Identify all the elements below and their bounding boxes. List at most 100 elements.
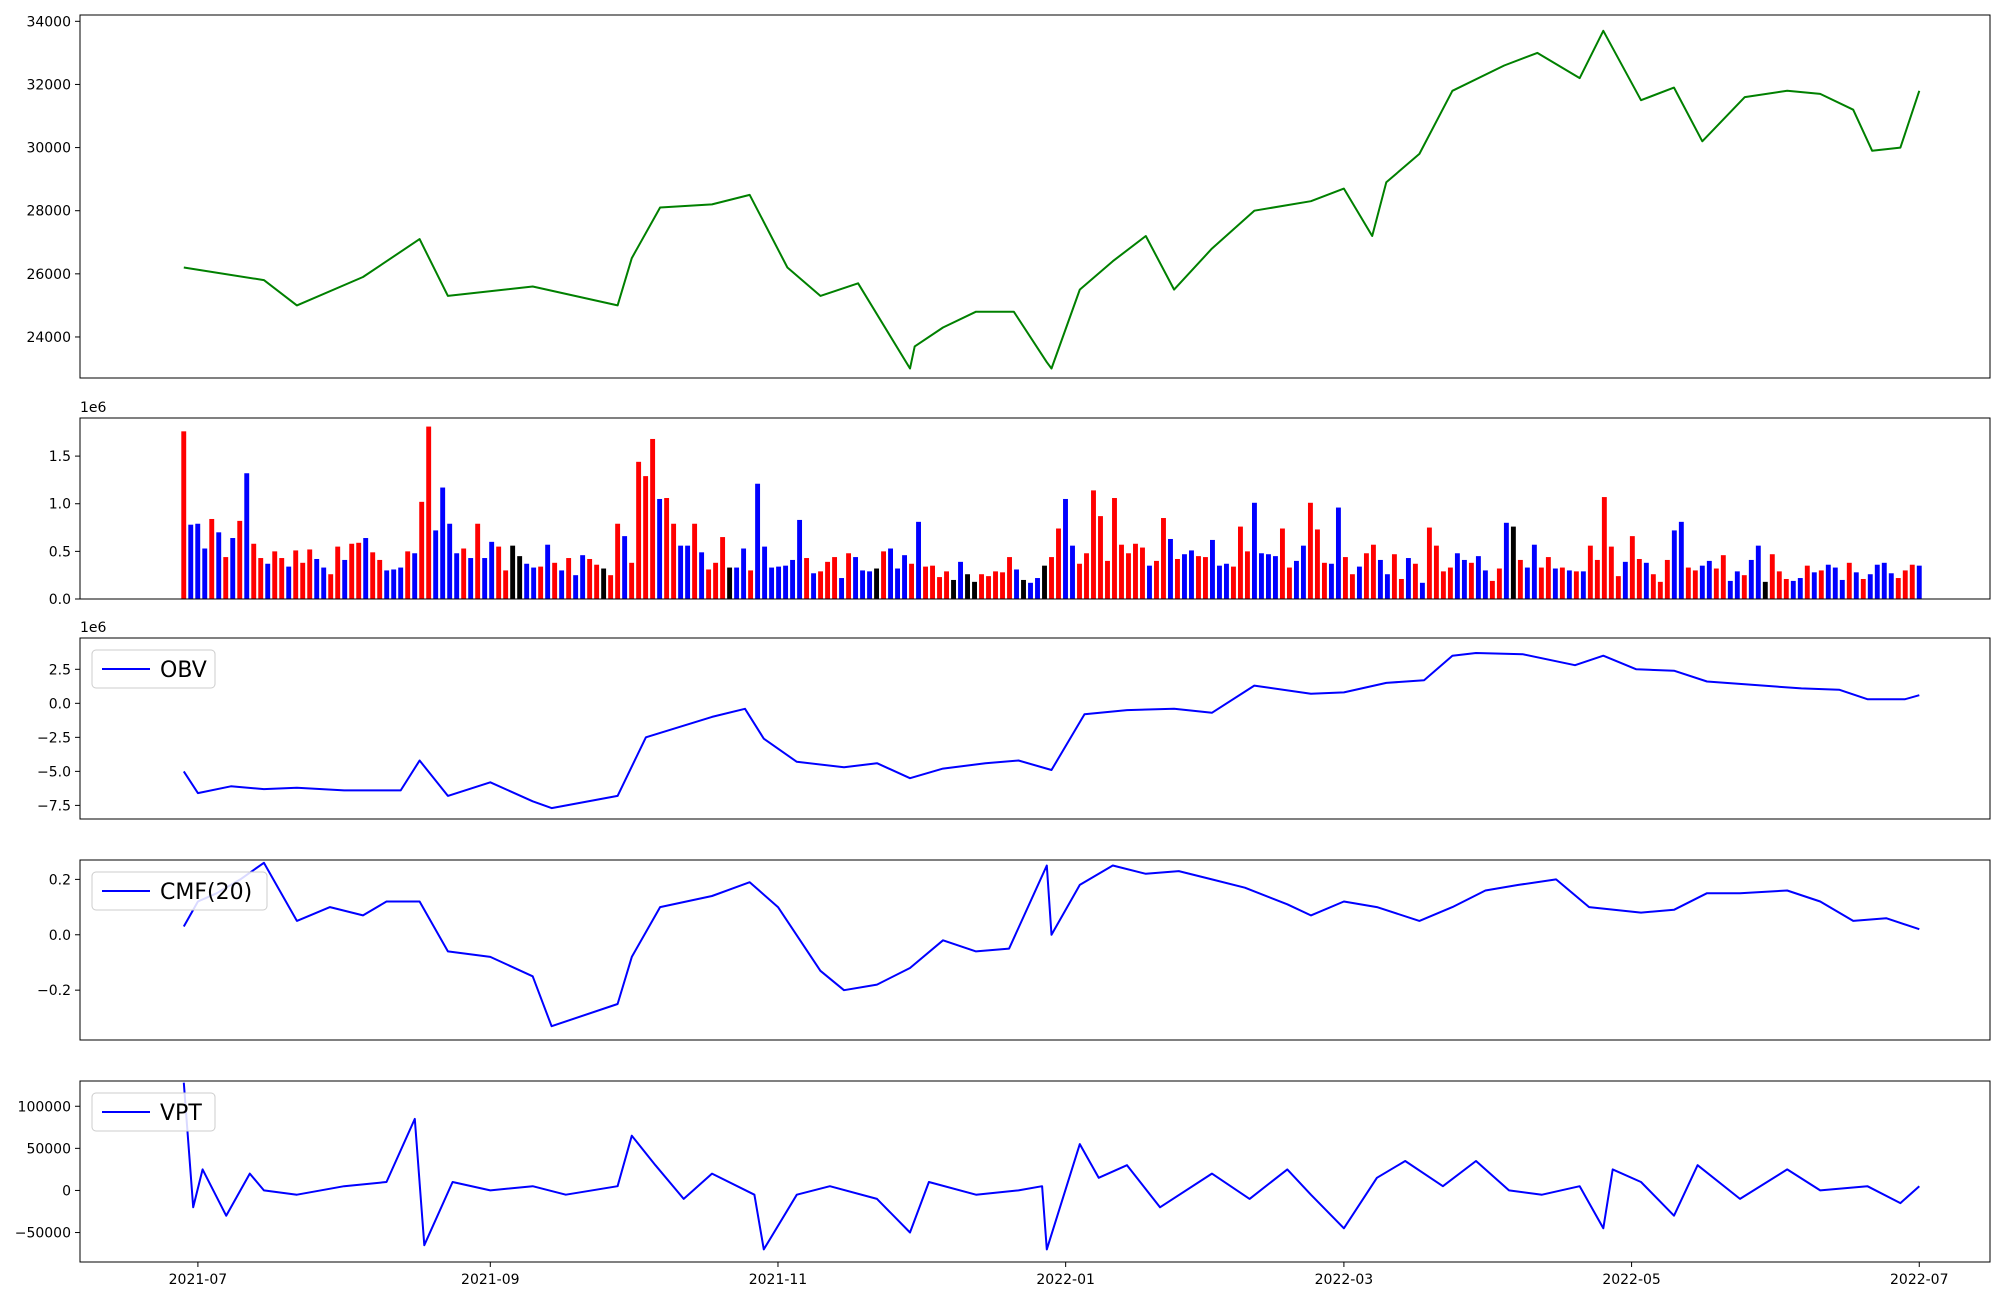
volume-bar [1314, 529, 1320, 599]
volume-bar [818, 571, 824, 599]
volume-bar [1846, 562, 1852, 599]
price-plot-area [80, 15, 1990, 378]
volume-bar [1231, 566, 1236, 599]
volume-bar [1664, 559, 1670, 599]
cmf-line [182, 861, 1920, 1028]
volume-bar [1909, 564, 1915, 599]
volume-bar [944, 571, 949, 599]
y-tick-label: 0.0 [49, 696, 71, 712]
volume-bar [902, 555, 907, 599]
volume-bar [202, 548, 208, 599]
volume-bar [517, 556, 523, 599]
volume-bar [1161, 518, 1166, 599]
volume-bar [1056, 528, 1061, 599]
vpt-plot-area [80, 1081, 1990, 1262]
volume-bar [1902, 570, 1908, 599]
volume-bar [1615, 576, 1621, 599]
volume-bar [657, 498, 663, 599]
volume-bar [1587, 545, 1593, 599]
volume-bar [349, 543, 355, 599]
volume-bar [258, 558, 264, 599]
obv-plot-area [80, 638, 1990, 819]
volume-bar [790, 559, 796, 599]
volume-bar [1077, 563, 1082, 599]
volume-bar [1328, 563, 1334, 599]
volume-bar [426, 426, 432, 599]
cmf-plot-area [80, 860, 1990, 1040]
volume-bar [545, 544, 551, 599]
x-tick-label: 2021-11 [749, 1272, 808, 1288]
y-tick-label: 1.5 [49, 449, 71, 465]
obv-legend [91, 649, 216, 689]
volume-bar [1175, 558, 1180, 599]
volume-bar [1384, 574, 1390, 599]
volume-bar [419, 501, 425, 599]
volume-bar [1279, 528, 1285, 599]
volume-bar [832, 557, 838, 599]
y-tick-label: 28000 [26, 204, 71, 220]
volume-bar [993, 571, 998, 599]
volume-bar [384, 570, 390, 599]
volume-bar [1650, 574, 1656, 599]
volume-bar [1769, 554, 1775, 599]
volume-bar [1713, 568, 1719, 599]
vpt-line [182, 1082, 1920, 1251]
volume-bar [552, 562, 558, 599]
volume-bar [251, 543, 257, 599]
y-tick-label: 100000 [18, 1099, 71, 1115]
y-tick-label: 2.5 [49, 662, 71, 678]
x-tick-label: 2021-09 [461, 1272, 520, 1288]
volume-bar [573, 575, 579, 599]
volume-bar [1098, 516, 1103, 599]
volume-bar [1147, 565, 1152, 599]
volume-bar [370, 552, 376, 599]
volume-bar [265, 563, 271, 599]
cmf-panel: −0.2 0.0 0.2 CMF(20) [37, 859, 1991, 1041]
volume-bar [1335, 507, 1341, 599]
volume-bar [1734, 571, 1740, 599]
volume-bar [195, 523, 201, 599]
price-line [183, 29, 1921, 370]
x-tick-label: 2022-07 [1890, 1272, 1949, 1288]
volume-bar [1105, 560, 1110, 599]
volume-bar [1594, 559, 1600, 599]
volume-bar [1489, 580, 1495, 599]
y-tick-label: 30000 [26, 141, 71, 157]
volume-bar [643, 476, 649, 599]
y-tick-label: −7.5 [37, 798, 71, 814]
volume-bar [300, 562, 306, 599]
cmf-legend [91, 871, 268, 911]
volume-bar [209, 518, 215, 599]
volume-bar [447, 523, 453, 599]
volume-bar [986, 576, 991, 599]
volume-bar [1252, 502, 1257, 599]
volume-bar [1119, 544, 1124, 599]
volume-bar [629, 562, 635, 599]
volume-bar [888, 548, 893, 599]
volume-bar [1783, 578, 1789, 599]
volume-bar [1021, 579, 1026, 599]
volume-bar [1342, 557, 1348, 599]
volume-bar [1804, 565, 1810, 599]
y-tick-label: 34000 [26, 14, 71, 30]
volume-bar [1839, 579, 1845, 599]
volume-bar [1238, 526, 1243, 599]
volume-bar [804, 558, 810, 599]
volume-bar [1790, 580, 1796, 599]
volume-bar [678, 545, 684, 599]
volume-bar [650, 438, 656, 599]
obv-legend-label: OBV [160, 658, 207, 683]
volume-bar [1307, 502, 1313, 599]
volume-bar [1154, 560, 1159, 599]
volume-bar [1832, 567, 1838, 599]
volume-bar [741, 548, 747, 599]
volume-bar [531, 567, 537, 599]
volume-bar [1678, 521, 1684, 599]
volume-bar [1860, 578, 1866, 599]
volume-bar [1811, 572, 1817, 599]
x-tick-label: 2021-07 [169, 1272, 228, 1288]
x-tick-label: 2022-05 [1602, 1272, 1661, 1288]
volume-bar [720, 537, 726, 599]
price-panel: 24000 26000 28000 30000 32000 34000 [26, 14, 1991, 379]
volume-bar [1797, 578, 1803, 599]
